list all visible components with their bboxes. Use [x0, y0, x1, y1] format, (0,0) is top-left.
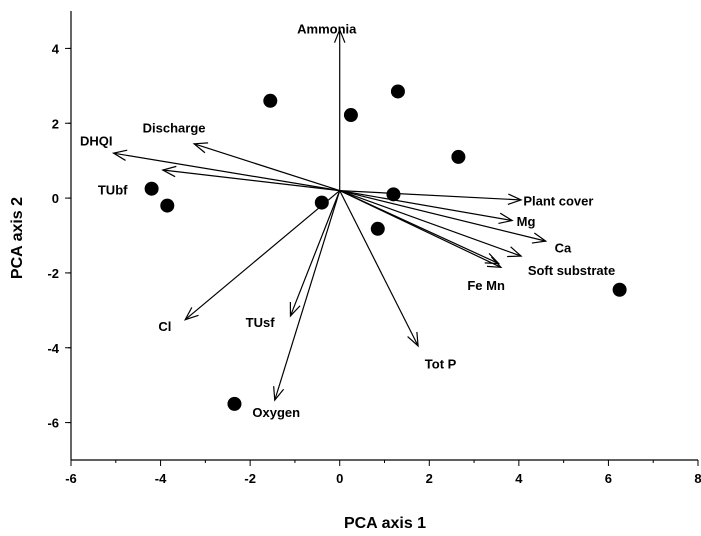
site-point [390, 84, 405, 99]
y-tick-label: 0 [52, 191, 59, 206]
vector-shaft [184, 190, 341, 321]
vector-shaft [339, 190, 502, 268]
vector-arrow [273, 190, 341, 402]
vector-label: Ca [555, 240, 572, 255]
vector-label: TUbf [98, 182, 128, 197]
vector-arrow [339, 190, 419, 348]
site-point [227, 396, 242, 411]
vector-label: Oxygen [252, 405, 300, 420]
vector-label: Fe Mn [467, 278, 505, 293]
vector-arrowhead [407, 331, 419, 348]
site-point [263, 93, 278, 108]
vector-shaft [193, 143, 340, 192]
vector-arrow [339, 190, 548, 244]
vector-arrow [111, 149, 340, 192]
vector-label: Cl [158, 319, 171, 334]
vector-shaft [339, 190, 522, 201]
vector-label: Soft substrate [528, 263, 615, 278]
vector-shaft [162, 169, 340, 192]
y-tick-label: 4 [52, 41, 60, 56]
vector-arrow [183, 190, 341, 321]
vector-arrowhead [486, 256, 503, 268]
vector-arrowhead [192, 142, 209, 154]
vector-shaft [113, 152, 340, 192]
site-point [386, 187, 401, 202]
vector-arrowhead [183, 307, 199, 321]
vector-label: TUsf [246, 315, 276, 330]
site-point [451, 149, 466, 164]
vector-arrowhead [333, 28, 346, 43]
site-point [370, 221, 385, 236]
x-tick-label: 0 [336, 471, 343, 486]
y-tick-label: -4 [47, 341, 59, 356]
vector-shaft [339, 190, 419, 347]
y-tick-label: -2 [47, 266, 59, 281]
vector-label: Mg [517, 214, 536, 229]
y-tick-label: -6 [47, 416, 59, 431]
vector-arrowhead [111, 149, 128, 161]
vector-shaft [339, 190, 522, 257]
vector-label: Discharge [143, 121, 206, 136]
vector-shaft [339, 190, 546, 242]
vector-label: Tot P [425, 356, 457, 371]
vector-arrowhead [289, 301, 301, 318]
y-axis-title: PCA axis 2 [9, 197, 26, 279]
site-point [612, 282, 627, 297]
vector-arrowhead [507, 193, 523, 206]
vector-label: Plant cover [523, 194, 593, 209]
vector-shaft [339, 190, 513, 222]
vector-arrow [339, 190, 503, 268]
x-tick-label: 2 [426, 471, 433, 486]
vector-arrow [333, 28, 346, 191]
vector-arrowhead [498, 212, 514, 225]
vector-shaft [274, 190, 341, 401]
vector-shaft [289, 190, 341, 317]
y-tick-label: 2 [52, 116, 59, 131]
site-point [343, 108, 358, 123]
site-point [314, 195, 329, 210]
vector-arrow [339, 190, 514, 225]
x-axis-title: PCA axis 1 [344, 515, 426, 532]
site-point [144, 181, 159, 196]
x-tick-label: -6 [65, 471, 77, 486]
x-tick-label: 6 [605, 471, 612, 486]
vector-arrow [339, 190, 523, 258]
vector-arrow [161, 165, 340, 192]
vector-label: DHQI [80, 134, 113, 149]
vector-arrow [192, 142, 340, 192]
site-point [160, 198, 175, 213]
vector-arrowhead [507, 246, 523, 258]
x-tick-label: 8 [694, 471, 701, 486]
vector-arrow [339, 190, 523, 206]
x-tick-label: -2 [244, 471, 256, 486]
vector-arrowhead [484, 253, 501, 265]
vector-arrowhead [273, 386, 285, 402]
vector-arrow [289, 190, 341, 318]
vector-arrowhead [161, 165, 177, 178]
vector-label: Ammonia [297, 21, 357, 36]
vector-arrowhead [531, 232, 548, 244]
x-tick-label: 4 [515, 471, 523, 486]
x-tick-label: -4 [155, 471, 167, 486]
